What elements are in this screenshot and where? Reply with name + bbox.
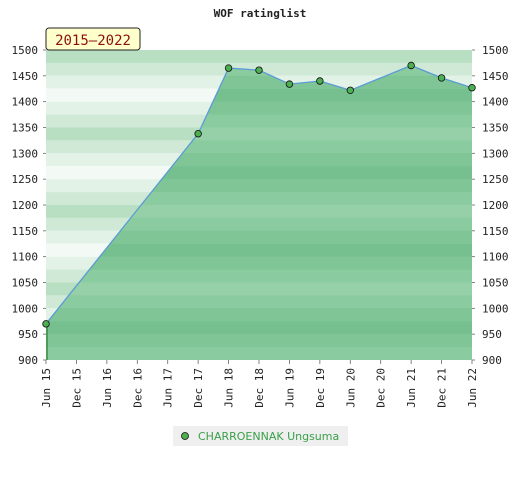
x-axis: Jun 15 Dec 15 Jun 16 Dec 16 Jun 17 Dec 17 Jun … (40, 360, 479, 408)
y-tick-label-right: 1050 (482, 277, 509, 290)
legend-marker (181, 432, 189, 440)
x-tick-label: Dec 19 (314, 368, 327, 408)
period-badge: 2015–2022 (45, 27, 141, 51)
series-line (45, 64, 473, 325)
x-tick-label: Jun 22 (466, 368, 479, 408)
data-point (468, 84, 476, 92)
y-tick-label-right: 1100 (482, 251, 509, 264)
y-tick-label-left: 1300 (12, 147, 39, 160)
data-point (224, 64, 233, 72)
y-tick-label-left: 1450 (12, 70, 39, 83)
data-point (285, 80, 294, 88)
y-tick-label-right: 1350 (482, 122, 509, 135)
legend: CHARROENNAK Ungsuma (173, 426, 348, 446)
x-tick-label: Dec 21 (436, 368, 449, 408)
y-tick-label-right: 1150 (482, 225, 509, 238)
data-point (42, 320, 50, 328)
y-tick-label-right: 1000 (482, 302, 509, 315)
area-band (46, 282, 472, 296)
data-point (194, 129, 202, 138)
x-tick-label: Dec 15 (70, 368, 83, 408)
period-badge-box (45, 27, 141, 51)
y-tick-label-left: 1200 (12, 199, 39, 212)
x-tick-label: Jun 19 (283, 368, 296, 408)
legend-label: CHARROENNAK Ungsuma (198, 430, 339, 443)
x-tick-label: Dec 17 (192, 368, 205, 408)
area-band (46, 295, 472, 309)
bg-band (46, 50, 472, 63)
y-tick-label-right: 1200 (482, 199, 509, 212)
area-band (46, 256, 472, 270)
y-tick-label-right: 950 (482, 328, 502, 341)
x-tick-label: Jun 17 (162, 368, 175, 408)
y-tick-label-right: 1400 (482, 96, 509, 109)
data-point (316, 77, 324, 85)
y-tick-label-left: 1000 (12, 302, 39, 315)
area-band (46, 334, 472, 348)
x-tick-label: Dec 16 (131, 368, 144, 408)
markers (42, 61, 476, 328)
x-tick-label: Dec 20 (375, 368, 388, 408)
chart-title: WOF ratinglist (214, 7, 307, 20)
y-tick-label-right: 1250 (482, 173, 509, 186)
y-tick-label-right: 1300 (482, 147, 509, 160)
y-tick-label-right: 1500 (482, 44, 509, 57)
data-point (346, 86, 354, 94)
legend-box (173, 426, 348, 446)
x-tick-label: Jun 18 (223, 368, 236, 408)
area-band (46, 192, 472, 205)
y-tick-label-left: 1400 (12, 96, 39, 109)
data-point (437, 74, 446, 82)
y-tick-label-left: 1500 (12, 44, 39, 57)
y-tick-label-left: 1150 (12, 225, 39, 238)
y-axis-right: 900 950 1000 1050 1100 1150 1200 1250 1300 1350 14… (472, 44, 509, 367)
x-tick-label: Jun 20 (344, 368, 357, 408)
y-tick-label-left: 1100 (12, 251, 39, 264)
y-tick-label-left: 1250 (12, 173, 39, 186)
data-point (255, 66, 263, 74)
y-tick-label-right: 1450 (482, 70, 509, 83)
area-band (46, 269, 472, 283)
x-tick-label: Jun 15 (40, 368, 53, 408)
y-tick-label-right: 900 (482, 354, 502, 367)
y-tick-label-left: 900 (18, 354, 38, 367)
y-tick-label-left: 1050 (12, 277, 39, 290)
line-layer (45, 64, 473, 360)
area-band (46, 243, 472, 257)
x-tick-label: Dec 18 (253, 368, 266, 408)
area-band (46, 230, 472, 244)
x-tick-label: Jun 16 (101, 368, 114, 408)
data-point (407, 61, 415, 70)
y-axis-left: 900 950 1000 1050 1100 1150 1200 1250 1300 1350 14… (12, 44, 46, 367)
period-badge-label: 2015–2022 (55, 33, 131, 49)
area-band (46, 321, 472, 335)
y-tick-label-left: 1350 (12, 122, 39, 135)
area-band (46, 308, 472, 322)
y-tick-label-left: 950 (18, 328, 38, 341)
area-band (46, 217, 472, 231)
area-band (46, 205, 472, 218)
area-band (46, 347, 472, 360)
x-tick-label: Jun 21 (405, 368, 418, 408)
